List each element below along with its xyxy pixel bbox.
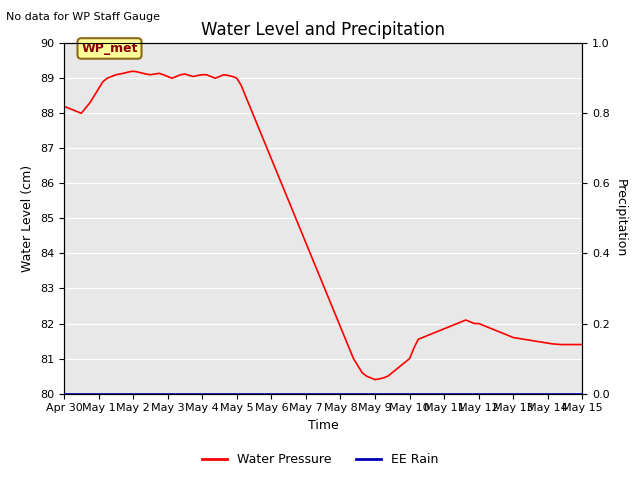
Text: No data for WP Staff Gauge: No data for WP Staff Gauge bbox=[6, 12, 161, 22]
Y-axis label: Precipitation: Precipitation bbox=[614, 179, 627, 258]
Y-axis label: Water Level (cm): Water Level (cm) bbox=[22, 165, 35, 272]
X-axis label: Time: Time bbox=[308, 419, 339, 432]
Legend: Water Pressure, EE Rain: Water Pressure, EE Rain bbox=[196, 448, 444, 471]
Title: Water Level and Precipitation: Water Level and Precipitation bbox=[201, 21, 445, 39]
Text: WP_met: WP_met bbox=[81, 42, 138, 55]
